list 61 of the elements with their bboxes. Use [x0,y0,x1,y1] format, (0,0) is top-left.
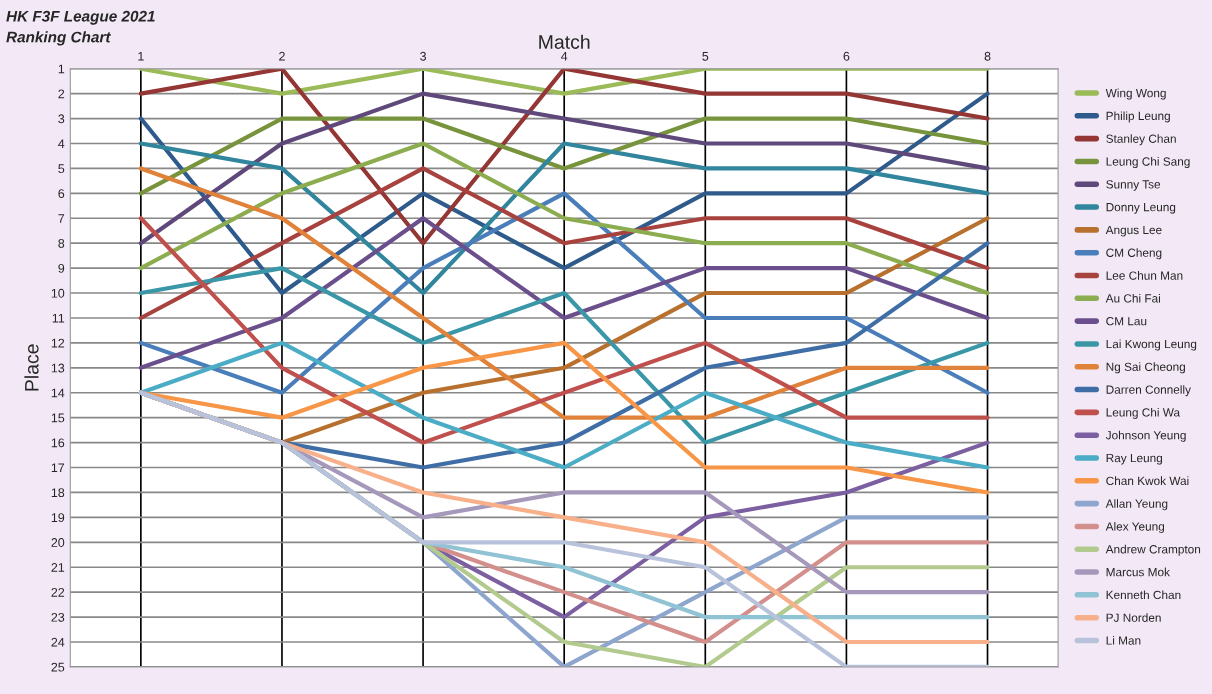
legend-label: Wing Wong [1105,88,1166,100]
legend-label: Chan Kwok Wai [1106,476,1189,486]
y-tick-label: 7 [58,214,65,223]
x-tick-label: 6 [843,51,850,61]
legend-label: Alex Yeung [1105,521,1165,533]
y-tick-label: 20 [51,538,65,547]
legend-label: Darren Connelly [1106,385,1191,397]
legend-label: Stanley Chan [1106,134,1176,146]
legend-label: Sunny Tse [1106,180,1161,191]
legend-label: Au Chi Fai [1105,293,1160,303]
y-tick-label: 15 [51,413,65,423]
y-axis-title: Place [24,344,39,391]
y-tick-label: 23 [51,612,65,622]
legend-label: Andrew Crampton [1105,544,1201,556]
y-tick-label: 25 [51,662,65,672]
y-tick-label: 6 [58,189,65,198]
y-tick-label: 24 [51,637,65,647]
chart-subtitle: Ranking Chart [6,31,111,46]
legend-label: Philip Leung [1106,111,1170,123]
y-tick-label: 9 [58,263,65,273]
y-tick-label: 21 [51,563,65,572]
y-tick-label: 12 [51,338,65,348]
legend-label: Allan Yeung [1105,499,1168,511]
y-tick-label: 3 [58,114,65,124]
y-tick-label: 14 [51,388,65,398]
y-tick-label: 13 [51,363,65,373]
y-tick-label: 16 [51,438,65,448]
y-tick-label: 5 [58,164,65,174]
x-tick-label: 1 [138,51,144,61]
legend-label: PJ Norden [1106,613,1161,622]
legend-label: Leung Chi Sang [1106,157,1190,169]
legend-label: Kenneth Chan [1106,590,1181,600]
y-tick-label: 10 [51,288,65,298]
x-tick-label: 2 [279,51,285,61]
y-tick-label: 2 [58,89,65,99]
legend-label: Marcus Mok [1106,567,1170,577]
y-tick-label: 11 [52,313,65,323]
legend-label: Angus Lee [1105,225,1162,237]
x-tick-label: 8 [984,51,991,61]
y-tick-label: 18 [51,488,65,498]
legend-label: Lee Chun Man [1106,271,1183,280]
legend-label: Li Man [1106,636,1141,645]
x-tick-label: 3 [420,51,426,61]
legend-label: Ng Sai Cheong [1106,362,1185,374]
legend-label: Ray Leung [1106,453,1163,465]
y-tick-label: 17 [51,463,65,473]
y-tick-label: 22 [51,587,65,597]
legend-label: Johnson Yeung [1105,430,1186,442]
y-tick-label: 19 [51,513,65,523]
y-tick-label: 8 [58,238,65,248]
legend-label: CM Lau [1106,317,1147,326]
y-tick-label: 4 [58,139,65,149]
legend-label: Donny Leung [1106,203,1176,214]
x-tick-label: 5 [702,51,709,61]
legend-label: CM Cheng [1106,248,1162,260]
x-axis-title: Match [539,34,590,49]
legend-label: Leung Chi Wa [1106,407,1181,419]
chart-title: HK F3F League 2021 [6,10,155,25]
y-tick-label: 1 [58,64,65,74]
legend-label: Lai Kwong Leung [1106,339,1197,351]
x-tick-label: 4 [561,51,568,61]
